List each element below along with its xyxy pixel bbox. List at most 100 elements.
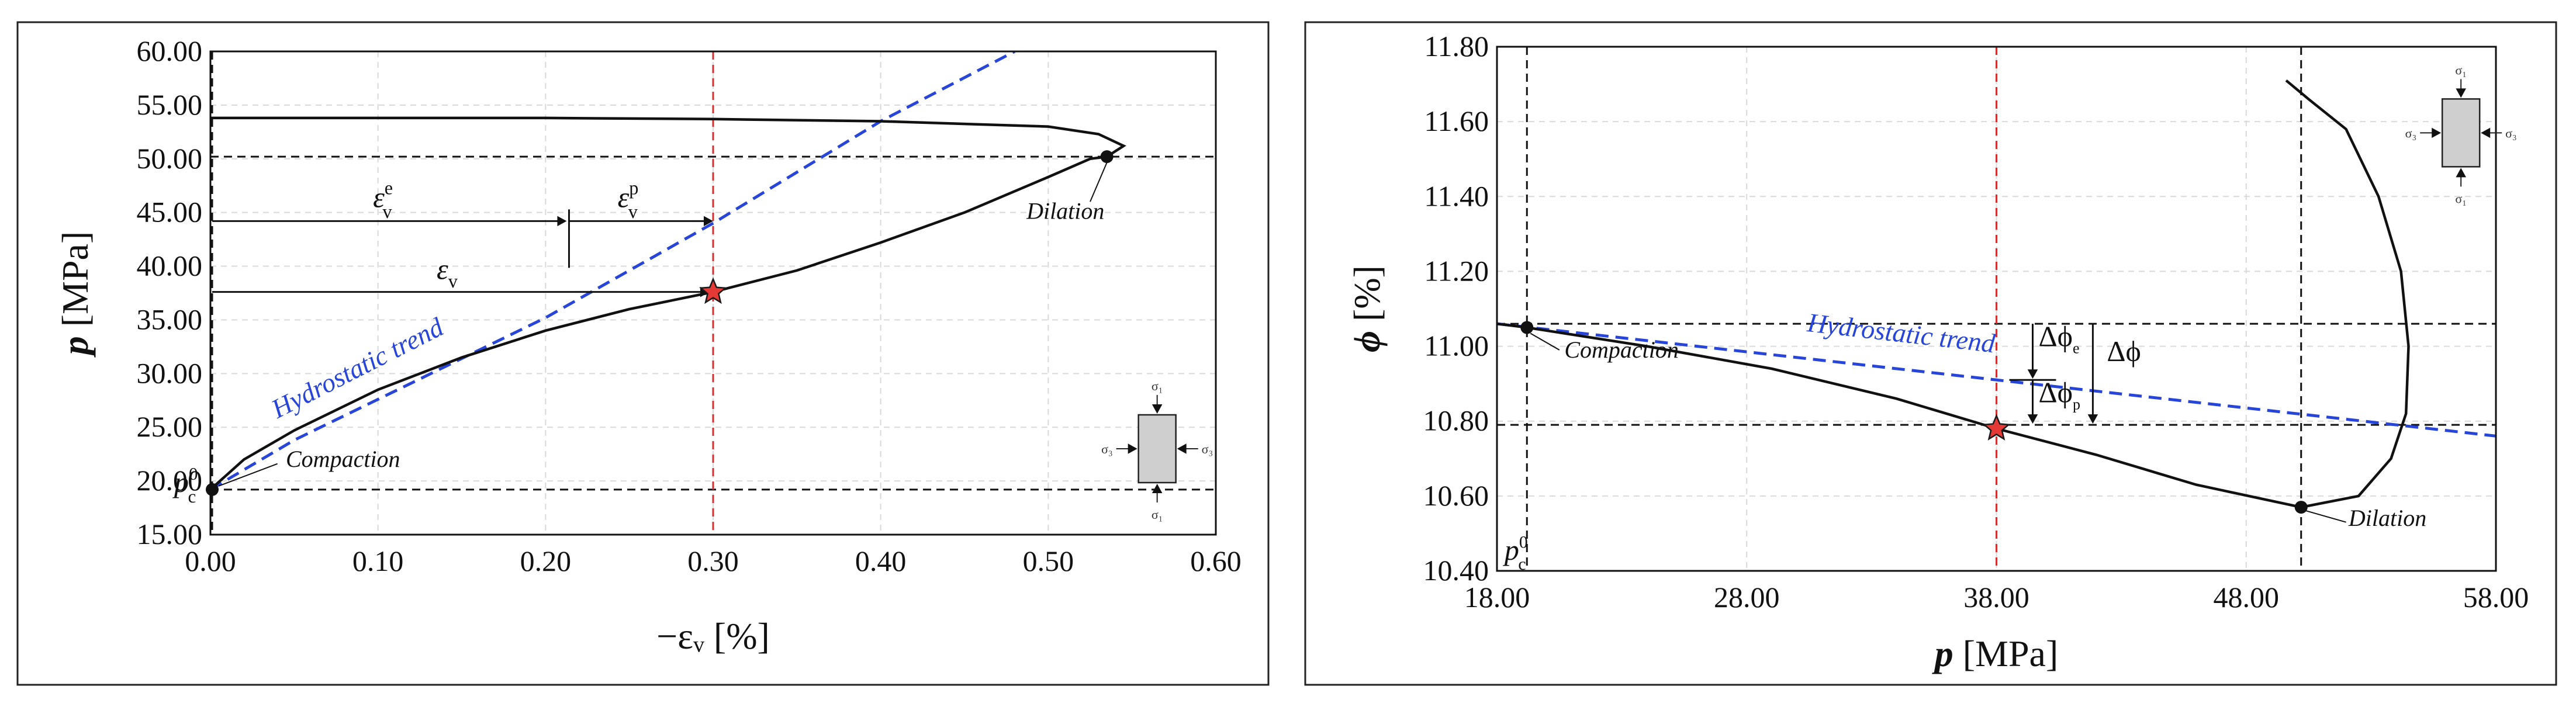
eps-p-label-sub: v <box>628 201 638 222</box>
sigma1-top-label: σ₁ <box>1152 379 1163 393</box>
right-xtick-label: 48.00 <box>2214 581 2280 614</box>
right-hydrostatic-line <box>1497 322 2496 438</box>
dphi-e-label: Δϕe <box>2039 320 2080 357</box>
right-xtick-label: 18.00 <box>1464 581 1530 614</box>
sigma3-right-label: σ₃ <box>1202 442 1213 456</box>
sigma1-top-head <box>1152 404 1163 414</box>
dphi-p-label-base: Δϕ <box>2039 376 2073 409</box>
right-pc0-label-base: p <box>1503 533 1519 566</box>
eps-e-label-sup: e <box>385 178 393 199</box>
right-panel: 10.40 10.60 10.80 11.00 11.20 11.40 11.60 11.80… <box>1304 21 2557 686</box>
dphi-e-label-base: Δϕ <box>2039 320 2073 353</box>
right-compaction-point <box>1520 321 1534 334</box>
sigma3-right-head <box>2481 127 2491 138</box>
dphi-arrow-head <box>2087 414 2098 424</box>
eps-p-arrow-head <box>704 216 713 227</box>
left-panel: 15.00 20.00 25.00 30.00 35.00 40.00 45.00 50.00… <box>16 21 1270 686</box>
right-ytick-label: 10.40 <box>1423 554 1489 587</box>
right-x-axis-symbol: p <box>1932 633 1953 674</box>
eps-p-label-sup: p <box>629 178 638 199</box>
eps-v-label-sub: v <box>448 271 458 292</box>
dphi-p-arrow-head <box>2027 414 2038 424</box>
left-xtick-label: 0.10 <box>352 545 404 577</box>
eps-v-label: εv <box>437 253 458 292</box>
right-compaction-leader <box>1530 332 1560 351</box>
specimen-rect <box>2441 98 2481 168</box>
left-xtick-label: 0.00 <box>185 545 236 577</box>
left-compaction-label: Compaction <box>286 446 400 472</box>
left-ytick-label: 35.00 <box>137 303 203 335</box>
sigma1-bottom-label: σ₁ <box>1152 507 1163 522</box>
dphi-label: Δϕ <box>2107 335 2141 368</box>
right-xtick-label: 38.00 <box>1963 581 2029 614</box>
right-ytick-label: 11.40 <box>1424 179 1489 212</box>
left-ytick-label: 45.00 <box>137 196 203 228</box>
left-y-axis-symbol: p <box>54 336 96 358</box>
right-ytick-label: 10.60 <box>1423 479 1489 512</box>
right-xtick-label: 28.00 <box>1714 581 1780 614</box>
left-pc0-label-sub: c <box>188 486 196 507</box>
sigma3-left-head <box>1128 443 1137 454</box>
eps-p-label: εp v <box>618 178 639 223</box>
left-pc0-point <box>206 483 219 496</box>
left-pc0-label: p0 c <box>172 463 198 507</box>
left-ytick-label: 15.00 <box>137 518 203 550</box>
left-plot-border <box>209 50 1217 536</box>
left-unloading-curve <box>210 116 1126 158</box>
left-loading-curve <box>210 155 1107 491</box>
left-panel-frame <box>16 21 1270 686</box>
dphi-e-arrow-head <box>2027 369 2038 379</box>
left-hydrostatic-label: Hydrostatic trend <box>266 311 448 424</box>
right-x-axis-label: p [MPa] <box>1932 633 2059 674</box>
sigma1-top-head <box>2456 88 2466 98</box>
eps-e-label-base: ε <box>373 181 385 213</box>
eps-e-label: εe v <box>373 178 393 223</box>
right-dilation-point <box>2294 501 2308 514</box>
right-x-axis-unit: [MPa] <box>1953 633 2059 674</box>
left-compaction-leader <box>218 463 278 487</box>
left-star-point <box>699 277 728 304</box>
right-porosity-curve <box>1497 79 2410 509</box>
sigma1-top-label: σ₁ <box>2455 63 2467 77</box>
right-xtick-label: 58.00 <box>2463 581 2529 614</box>
right-star-point <box>1982 414 2011 441</box>
eps-e-label-sub: v <box>382 201 392 222</box>
right-y-axis-symbol: ϕ <box>1346 331 1388 352</box>
right-ytick-label: 11.80 <box>1424 30 1489 63</box>
right-pc0-label: p0 c <box>1503 533 1528 574</box>
left-plot-area <box>210 51 1216 535</box>
left-dilation-point <box>1100 150 1114 164</box>
right-hydrostatic-label: Hydrostatic trend <box>1806 307 1997 358</box>
left-xtick-label: 0.50 <box>1023 545 1074 577</box>
right-pc0-label-sub: c <box>1518 554 1526 574</box>
left-dilation-label: Dilation <box>1026 198 1104 224</box>
left-xtick-label: 0.60 <box>1190 545 1242 577</box>
right-panel-frame <box>1304 21 2557 686</box>
left-y-axis-label: p [MPa] <box>54 231 96 358</box>
sigma3-right-label: σ₃ <box>2505 126 2517 140</box>
right-ytick-label: 11.20 <box>1424 254 1489 287</box>
left-y-axis-unit: [MPa] <box>54 231 96 337</box>
dphi-e-label-sub: e <box>2073 339 2080 356</box>
eps-v-label-base: ε <box>437 253 448 286</box>
eps-p-label-base: ε <box>618 181 630 213</box>
left-xtick-label: 0.30 <box>687 545 739 577</box>
sigma1-bottom-head <box>1152 483 1163 493</box>
right-compaction-label: Compaction <box>1564 337 1679 363</box>
left-ytick-label: 20.00 <box>137 464 203 497</box>
sigma3-left-label: σ₃ <box>1101 442 1113 456</box>
right-stress-inset: σ₁ σ₁ σ₃ σ₃ <box>2405 63 2517 206</box>
sigma1-bottom-label: σ₁ <box>2455 191 2467 206</box>
right-pc0-label-sup: 0 <box>1519 533 1528 552</box>
sigma3-right-head <box>1177 443 1187 454</box>
dphi-p-label-sub: p <box>2073 396 2080 413</box>
dphi-p-label: Δϕp <box>2039 376 2081 413</box>
left-ytick-label: 60.00 <box>137 34 203 67</box>
eps-e-arrow-head <box>557 216 567 227</box>
right-y-axis-label: ϕ [%] <box>1346 265 1388 352</box>
specimen-rect <box>1137 414 1177 484</box>
left-pc0-label-sup: 0 <box>189 463 198 484</box>
sigma3-left-head <box>2432 127 2442 138</box>
left-xtick-label: 0.40 <box>855 545 907 577</box>
